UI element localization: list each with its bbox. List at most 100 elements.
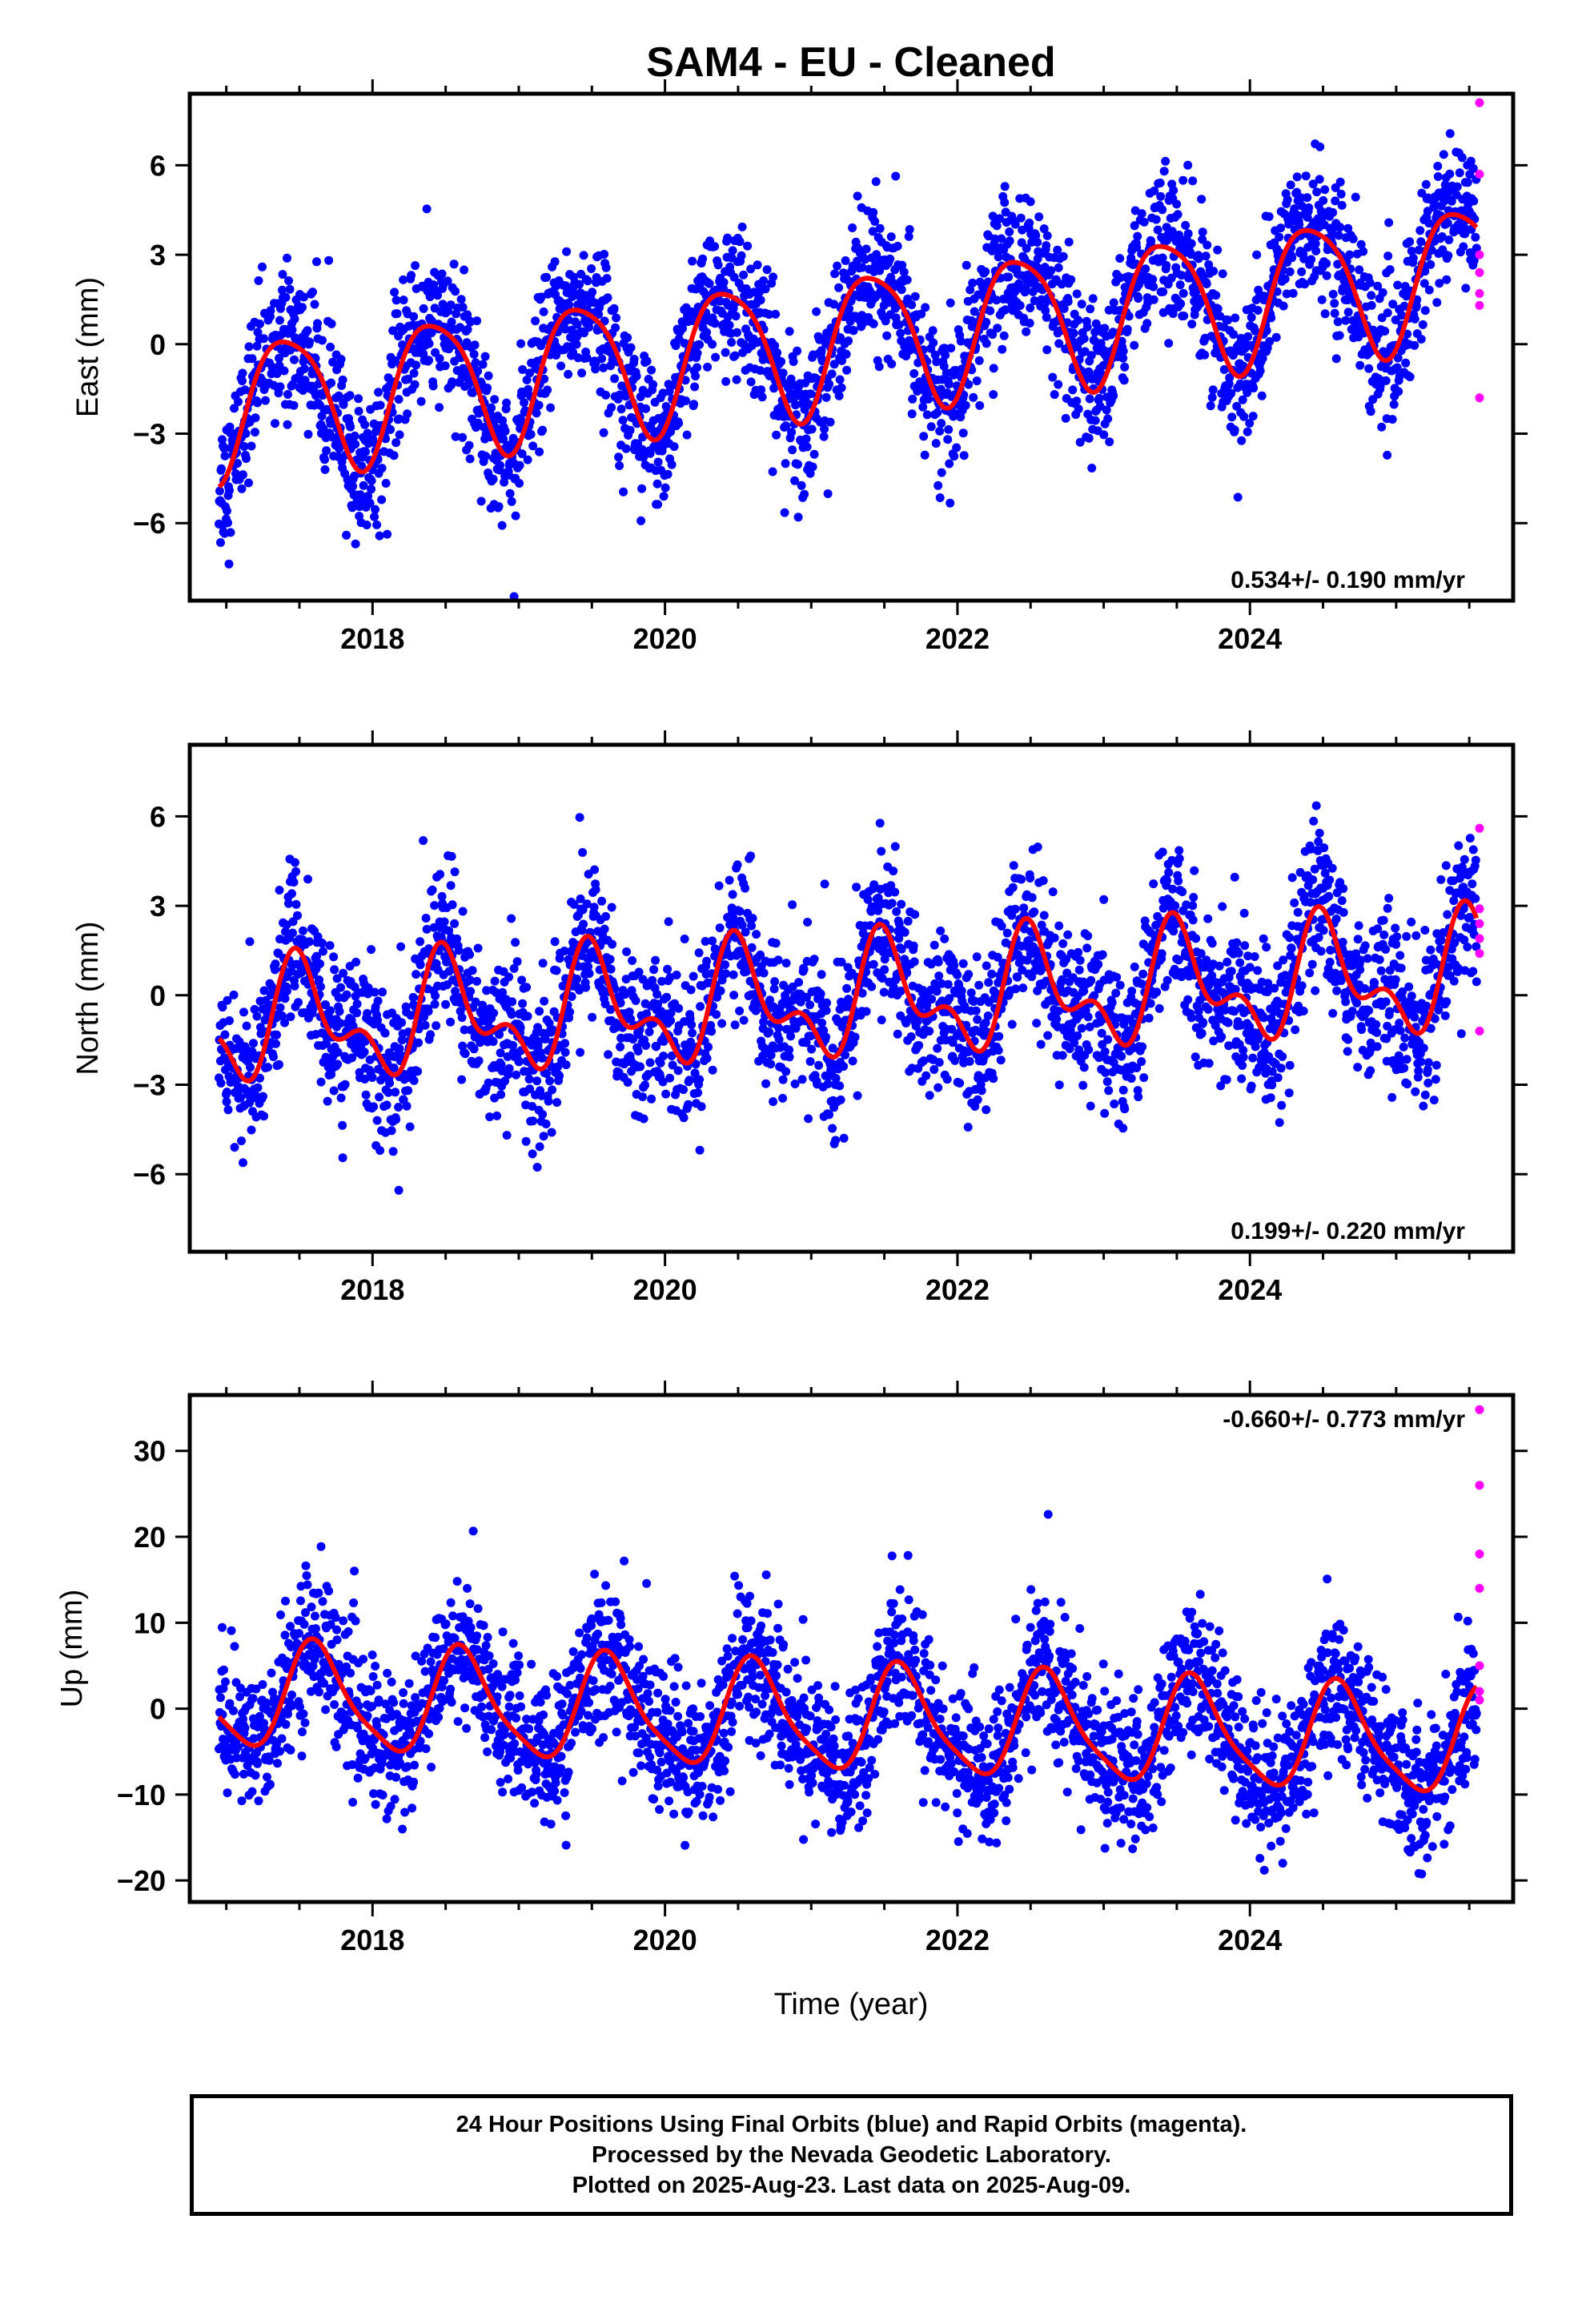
east-final-point xyxy=(1285,267,1295,276)
east-final-point xyxy=(1405,372,1415,382)
east-final-point xyxy=(1252,250,1262,259)
east-final-point xyxy=(908,394,917,404)
north-final-point xyxy=(639,1114,648,1124)
north-final-point xyxy=(363,983,373,992)
east-final-point xyxy=(1300,279,1310,289)
east-final-point xyxy=(981,267,990,276)
east-final-point xyxy=(1455,168,1464,178)
east-final-point xyxy=(424,356,434,365)
north-final-point xyxy=(716,986,725,995)
east-final-point xyxy=(1424,285,1434,295)
east-final-point xyxy=(1090,416,1100,425)
north-final-point xyxy=(255,1073,264,1083)
north-final-point xyxy=(982,1105,991,1115)
east-final-point xyxy=(357,461,367,471)
east-final-point xyxy=(505,489,515,498)
north-final-point xyxy=(1033,986,1042,995)
north-final-point xyxy=(360,1075,370,1084)
north-final-point xyxy=(788,982,797,991)
east-final-point xyxy=(424,339,434,348)
east-final-point xyxy=(1367,300,1376,310)
east-final-point xyxy=(447,317,456,327)
north-final-point xyxy=(579,919,588,929)
east-final-point xyxy=(1183,229,1193,239)
north-final-point xyxy=(788,900,797,910)
east-final-point xyxy=(346,422,355,432)
east-final-point xyxy=(1410,340,1419,350)
north-final-point xyxy=(657,976,667,986)
east-final-point xyxy=(1225,373,1235,383)
east-final-point xyxy=(739,270,749,279)
north-final-point xyxy=(803,918,813,927)
east-final-point xyxy=(1059,304,1069,313)
east-final-point xyxy=(737,222,747,231)
east-final-point xyxy=(564,315,573,324)
north-final-point xyxy=(802,992,812,1002)
east-final-point xyxy=(1384,218,1394,227)
east-final-point xyxy=(517,449,527,459)
east-final-point xyxy=(285,284,295,294)
east-final-point xyxy=(1207,392,1217,402)
north-final-point xyxy=(329,1086,339,1096)
north-final-point xyxy=(1086,1101,1095,1111)
north-final-point xyxy=(488,1037,498,1047)
east-final-point xyxy=(790,476,800,485)
east-final-point xyxy=(516,339,526,348)
north-final-point xyxy=(746,851,756,861)
north-final-point xyxy=(1085,1022,1094,1031)
east-final-point xyxy=(496,460,505,470)
east-final-point xyxy=(1264,212,1274,221)
east-final-point xyxy=(391,296,401,305)
east-final-point xyxy=(1139,217,1149,227)
east-final-point xyxy=(1046,266,1056,275)
east-final-point xyxy=(648,380,658,389)
east-final-point xyxy=(361,447,371,456)
north-final-point xyxy=(575,813,584,822)
east-final-point xyxy=(1330,299,1339,308)
north-final-point xyxy=(729,991,739,1000)
north-final-point xyxy=(765,1027,774,1037)
north-final-point xyxy=(770,977,780,987)
east-final-point xyxy=(1381,376,1391,385)
east-final-point xyxy=(968,278,978,287)
north-final-point xyxy=(835,1081,845,1091)
north-final-point xyxy=(1104,1086,1114,1096)
east-final-point xyxy=(451,287,460,296)
north-final-point xyxy=(535,1142,544,1152)
east-final-point xyxy=(1257,391,1267,400)
east-final-point xyxy=(1041,306,1050,316)
north-final-point xyxy=(714,881,724,891)
east-final-point xyxy=(1072,396,1082,406)
north-final-point xyxy=(446,1017,456,1027)
north-final-points xyxy=(215,801,1481,1195)
east-final-point xyxy=(540,374,549,384)
east-final-point xyxy=(1109,391,1118,400)
east-final-point xyxy=(1383,450,1392,460)
north-final-point xyxy=(1048,887,1058,897)
east-final-point xyxy=(1118,353,1128,363)
north-final-point xyxy=(919,1056,929,1066)
north-final-point xyxy=(690,1068,700,1078)
north-final-point xyxy=(560,947,569,955)
north-final-point xyxy=(647,1094,656,1104)
east-final-point xyxy=(218,435,227,444)
east-final-point xyxy=(395,430,404,440)
east-final-point xyxy=(359,480,368,490)
east-final-point xyxy=(237,484,247,493)
north-final-point xyxy=(499,967,508,976)
east-final-point xyxy=(721,348,730,357)
east-final-point xyxy=(433,291,443,300)
east-final-point xyxy=(470,340,480,350)
east-final-point xyxy=(362,521,371,529)
east-final-point xyxy=(623,333,632,343)
north-final-point xyxy=(879,987,889,997)
east-final-point xyxy=(1439,150,1448,159)
east-final-point xyxy=(523,455,532,464)
east-final-point xyxy=(917,309,926,319)
east-final-point xyxy=(1086,351,1096,360)
north-final-point xyxy=(857,988,867,998)
north-final-point xyxy=(535,1007,544,1016)
north-final-point xyxy=(816,989,825,999)
east-final-point xyxy=(698,254,708,263)
north-final-point xyxy=(950,960,959,970)
